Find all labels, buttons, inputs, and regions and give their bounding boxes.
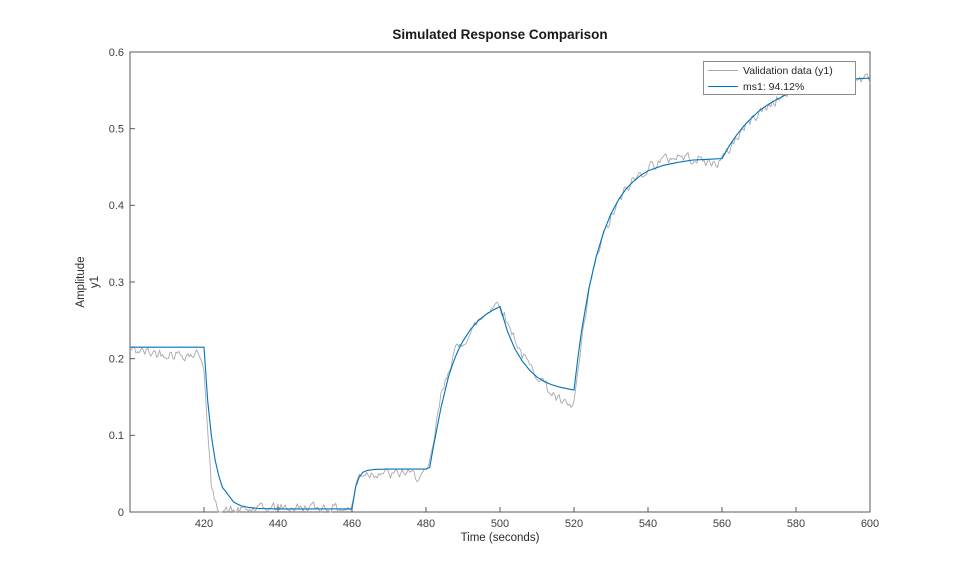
axes: 420 440 460 480 500 520 540 560 580 600 0 0.1 0.2 0.3… (109, 47, 879, 530)
y-tick-label: 0 (118, 507, 124, 519)
x-tick-label: 460 (343, 518, 361, 530)
axes-box (129, 51, 871, 513)
series-model-ms1[interactable] (130, 77, 871, 510)
y-tick-label: 0.5 (109, 123, 124, 135)
legend[interactable]: Validation data (y1) ms1: 94.12% (703, 61, 856, 95)
series-lines (129, 73, 871, 513)
y-tick-label: 0.1 (109, 430, 124, 442)
x-tick-label: 560 (713, 518, 731, 530)
y-tick-label: 0.6 (109, 47, 124, 59)
y-tick-label: 0.3 (109, 277, 124, 289)
x-tick-label: 580 (787, 518, 805, 530)
x-tick-label: 600 (861, 518, 879, 530)
x-axis-label: Time (seconds) (461, 532, 540, 544)
legend-box[interactable] (703, 61, 856, 95)
x-tick-label: 520 (565, 518, 583, 530)
x-tick-label: 500 (491, 518, 509, 530)
y-axis-output-name: y1 (89, 276, 101, 288)
series-validation-data[interactable] (129, 73, 871, 513)
x-tick-label: 440 (269, 518, 287, 530)
y-tick-label: 0.2 (109, 353, 124, 365)
chart-title: Simulated Response Comparison (392, 27, 607, 42)
y-axis-label: Amplitude (75, 256, 87, 307)
legend-label-model[interactable]: ms1: 94.12% (743, 81, 804, 93)
y-tick-label: 0.4 (109, 200, 124, 212)
x-tick-label: 540 (639, 518, 657, 530)
x-tick-label: 480 (417, 518, 435, 530)
legend-label-validation[interactable]: Validation data (y1) (743, 65, 833, 77)
x-tick-label: 420 (195, 518, 213, 530)
